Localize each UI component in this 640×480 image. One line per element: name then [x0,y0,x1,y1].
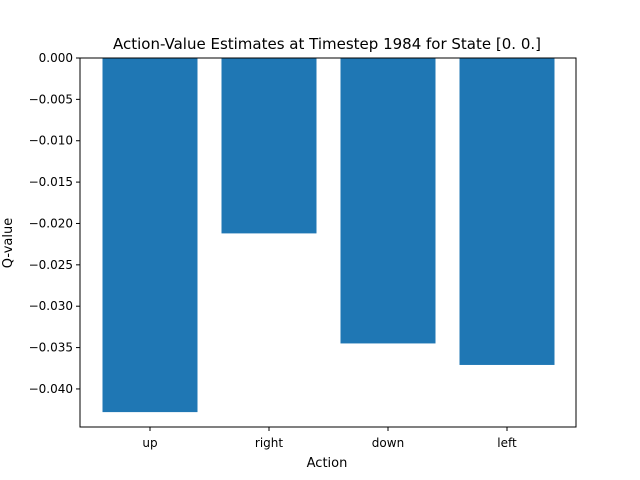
y-tick-label: −0.005 [29,92,73,106]
y-tick-label: −0.025 [29,258,73,272]
x-tick-label: down [372,436,404,450]
y-tick-label: −0.010 [29,134,73,148]
x-tick-label: up [142,436,157,450]
y-tick-label: −0.035 [29,341,73,355]
y-axis-label: Q-value [1,218,16,268]
bar-down [340,58,436,344]
y-axis: 0.000 −0.005 −0.010 −0.015 −0.020 −0.025 −0.03… [29,51,80,396]
bar-up [102,58,198,413]
x-axis-label: Action [307,456,348,471]
y-tick-label: −0.040 [29,382,73,396]
chart-title: Action-Value Estimates at Timestep 1984 … [113,35,541,53]
bars-group [102,58,555,413]
y-tick-label: −0.020 [29,216,73,230]
bar-right [221,58,317,234]
x-axis: up right down left [142,427,517,450]
y-tick-label: −0.030 [29,299,73,313]
y-tick-label: −0.015 [29,175,73,189]
plot-frame [79,57,577,428]
bar-left [459,58,555,365]
x-tick-label: left [497,436,517,450]
x-tick-label: right [255,436,283,450]
y-tick-label: 0.000 [39,51,73,65]
